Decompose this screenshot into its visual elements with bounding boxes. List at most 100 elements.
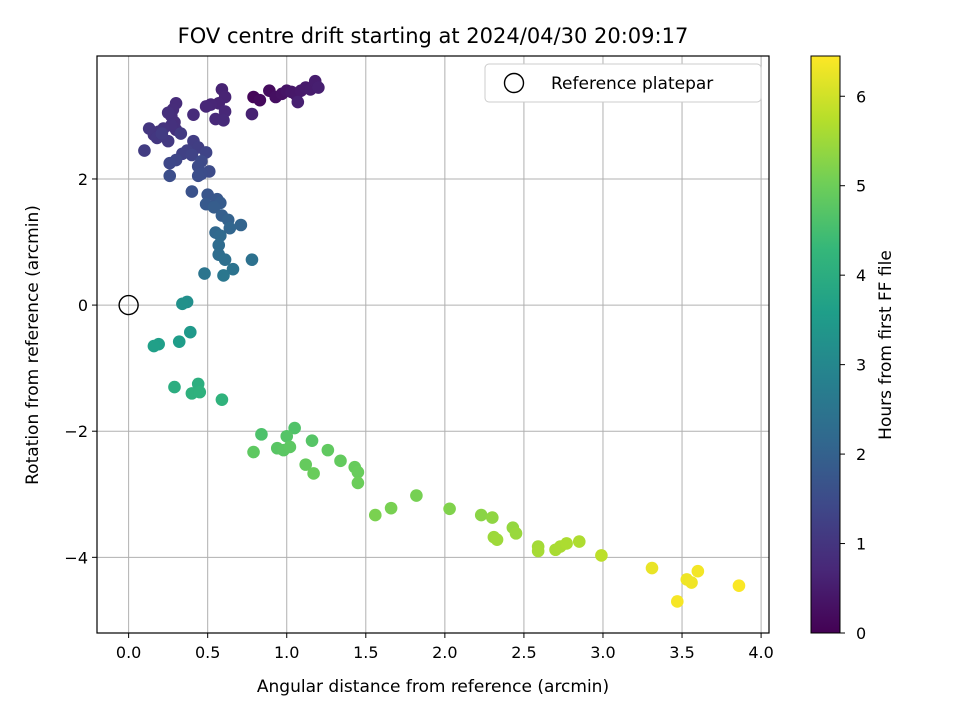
colorbar-tick-label: 2	[856, 445, 866, 464]
data-point	[485, 511, 499, 524]
data-point	[531, 544, 545, 558]
data-point	[307, 467, 320, 480]
data-point	[384, 501, 398, 515]
data-point	[245, 107, 259, 121]
data-point	[509, 527, 523, 540]
data-point	[176, 297, 189, 311]
data-point	[247, 445, 260, 459]
x-tick-label: 3.0	[590, 643, 615, 662]
data-point	[474, 508, 488, 522]
y-axis-ticks: −4 −2 0 2	[64, 170, 97, 567]
colorbar-tick-label: 0	[856, 624, 866, 643]
chart-title: FOV centre drift starting at 2024/04/30 …	[178, 24, 689, 48]
data-point	[321, 443, 335, 457]
y-tick-label: −2	[64, 422, 88, 441]
x-tick-label: 2.0	[432, 643, 457, 662]
x-tick-label: 2.5	[511, 643, 536, 662]
data-point	[147, 339, 161, 353]
x-tick-label: 1.0	[274, 643, 299, 662]
grid	[97, 56, 769, 633]
data-point	[187, 108, 200, 121]
data-point	[217, 269, 230, 282]
legend: Reference platepar	[484, 63, 762, 103]
data-point	[368, 508, 382, 522]
data-point	[207, 201, 221, 214]
data-point	[234, 218, 248, 232]
data-point	[214, 229, 227, 243]
data-point	[198, 267, 211, 280]
data-point	[155, 127, 169, 140]
data-point	[691, 564, 705, 578]
data-point	[174, 127, 188, 140]
data-point	[291, 95, 305, 109]
data-point	[183, 325, 197, 339]
data-point	[201, 188, 214, 202]
data-point	[443, 502, 456, 516]
colorbar-label: Hours from first FF file	[876, 250, 896, 440]
data-point	[490, 533, 504, 546]
data-point	[283, 440, 297, 454]
y-tick-label: 2	[78, 170, 88, 189]
legend-marker-icon	[503, 72, 525, 94]
data-point	[280, 429, 294, 443]
x-tick-label: 1.5	[353, 643, 378, 662]
data-point	[185, 185, 199, 198]
data-points	[138, 74, 746, 608]
x-tick-label: 4.0	[748, 643, 773, 662]
data-point	[142, 122, 156, 135]
data-point	[670, 595, 684, 608]
colorbar-ticks: 0 1 2 3 4 5 6	[840, 87, 866, 643]
data-point	[217, 114, 230, 127]
data-point	[226, 262, 240, 276]
data-point	[253, 93, 267, 107]
reference-platepar-marker	[118, 294, 139, 316]
data-point	[223, 221, 237, 235]
colorbar-gradient	[810, 55, 841, 634]
data-point	[572, 535, 586, 548]
data-point	[212, 238, 226, 252]
data-point	[288, 421, 301, 435]
data-point	[299, 458, 313, 471]
x-tick-label: 0.5	[195, 643, 220, 662]
data-point	[351, 476, 365, 490]
data-point	[218, 253, 232, 266]
data-point	[334, 454, 347, 468]
data-point	[560, 537, 573, 550]
x-tick-label: 3.5	[669, 643, 694, 662]
data-point	[163, 156, 177, 170]
data-point	[193, 385, 207, 399]
data-point	[199, 100, 213, 113]
colorbar-tick-label: 6	[856, 87, 866, 106]
data-point	[185, 148, 199, 162]
data-point	[312, 81, 325, 94]
colorbar-tick-label: 4	[856, 266, 866, 285]
data-point	[161, 106, 175, 120]
colorbar-tick-label: 3	[856, 356, 866, 375]
y-tick-label: 0	[78, 296, 88, 315]
plot-frame	[96, 55, 770, 634]
data-point	[215, 393, 229, 406]
data-point	[645, 561, 659, 575]
colorbar-tick-label: 1	[856, 535, 866, 554]
data-point	[410, 489, 423, 502]
data-point	[245, 253, 259, 266]
data-point	[191, 169, 205, 183]
data-point	[138, 144, 151, 157]
data-point	[163, 169, 177, 183]
colorbar-tick-label: 5	[856, 177, 866, 196]
legend-box	[484, 63, 762, 103]
colorbar: 0 1 2 3 4 5 6 Hours from first FF file	[810, 55, 896, 643]
data-point	[168, 380, 181, 394]
data-point	[351, 465, 365, 479]
data-point	[595, 549, 608, 562]
data-point	[732, 579, 746, 593]
y-tick-label: −4	[64, 548, 88, 567]
x-axis-label: Angular distance from reference (arcmin)	[257, 677, 609, 697]
data-point	[305, 434, 319, 447]
legend-label: Reference platepar	[551, 74, 713, 94]
reference-marker-layer	[118, 294, 139, 316]
x-axis-ticks: 0.0 0.5 1.0 1.5 2.0 2.5 3.0 3.5 4.0	[116, 633, 774, 662]
data-point	[685, 576, 698, 589]
